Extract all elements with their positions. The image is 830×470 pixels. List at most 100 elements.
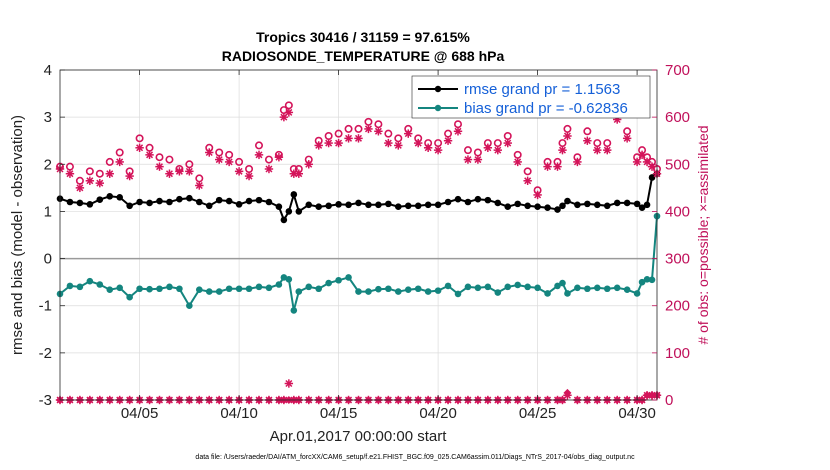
series-0-point (454, 195, 462, 203)
series-0-point (544, 204, 551, 211)
series-0-point (504, 203, 512, 211)
obs-star-stroke (245, 172, 253, 180)
legend-rmse-marker (434, 85, 442, 93)
series-1-point (325, 279, 332, 287)
axis-ticks: 04/05 04/10 04/15 04/20 04/25 04/30 -3 -2 -1 0 1 2 3… (39, 62, 690, 422)
obs-star-stroke (434, 146, 442, 154)
obs-star-stroke (394, 141, 402, 149)
obs-star-stroke (364, 125, 372, 133)
obs-star-stroke (374, 127, 382, 135)
obs-possible-marker (165, 155, 174, 164)
obs-star-stroke (235, 167, 243, 175)
obs-possible-marker (523, 167, 532, 176)
obs-star-stroke (195, 181, 203, 190)
obs-star-stroke (484, 144, 492, 152)
series-1-point (574, 284, 581, 292)
obs-star-stroke (563, 391, 571, 399)
obs-star-stroke (603, 146, 611, 154)
series-0-point (365, 201, 372, 209)
series-1-point (385, 285, 392, 293)
obs-assimilated-marker (622, 134, 632, 143)
obs-assimilated-marker (95, 178, 104, 188)
obs-star-stroke (638, 151, 646, 159)
obs-assimilated-marker (105, 169, 114, 178)
obs-star-stroke (593, 146, 601, 154)
obs-layer (55, 101, 662, 405)
series-1-point (275, 281, 283, 288)
obs-star-stroke (285, 379, 293, 388)
obs-assimilated-marker (264, 164, 274, 174)
series-0-point (176, 195, 183, 203)
obs-assimilated-marker (443, 136, 453, 145)
series-0-point (414, 202, 422, 210)
obs-star-stroke (76, 184, 84, 192)
series-1-point (444, 282, 452, 290)
y-right-tick-label: 600 (665, 109, 690, 126)
y-right-tick-label: 200 (665, 298, 690, 315)
obs-assimilated-marker (503, 138, 512, 148)
x-tick-label: 04/20 (419, 405, 457, 422)
series-0-point (285, 208, 293, 215)
legend-bias-label: bias grand pr = -0.62836 (464, 100, 628, 117)
footnote: data file: /Users/raeder/DAI/ATM_forcXX/… (195, 454, 635, 461)
obs-star-stroke (116, 158, 124, 166)
obs-assimilated-marker (483, 143, 493, 152)
legend-rmse-label: rmse grand pr = 1.1563 (464, 81, 620, 98)
obs-assimilated-marker (314, 141, 323, 150)
obs-star-stroke (185, 167, 193, 175)
series-0-point (205, 202, 213, 210)
obs-assimilated-marker (344, 134, 353, 143)
series-0-point (215, 196, 223, 204)
obs-possible-marker (264, 155, 273, 164)
series-0-point (375, 201, 382, 209)
series-1-point (524, 283, 531, 291)
obs-assimilated-marker (533, 190, 542, 200)
series-1-point (136, 285, 143, 293)
obs-star-stroke (524, 177, 532, 185)
series-0-point (76, 199, 84, 207)
series-1-point (504, 283, 512, 291)
series-1-point (280, 274, 288, 281)
obs-assimilated-marker (284, 108, 294, 117)
series-1-point (176, 285, 183, 293)
series-0-point (335, 201, 342, 208)
y-tick-label: -1 (39, 298, 52, 315)
series-1-point (355, 288, 362, 295)
obs-assimilated-marker (244, 171, 254, 181)
obs-assimilated-marker (195, 181, 204, 190)
series-0-point (385, 200, 392, 208)
series-1-point (205, 288, 213, 295)
series-0-point (265, 198, 273, 206)
series-0-point (584, 200, 591, 208)
obs-assimilated-marker (125, 171, 134, 181)
series-0-point (633, 200, 641, 208)
series-1-point (464, 283, 472, 291)
obs-assimilated-marker (423, 143, 433, 152)
obs-assimilated-marker (394, 141, 403, 150)
series-0-point (524, 202, 531, 210)
obs-rejected-assimilated-marker (563, 391, 572, 400)
obs-star-stroke (106, 170, 114, 178)
series-1-point (494, 289, 502, 296)
series-0-point (648, 174, 656, 181)
obs-assimilated-marker (523, 176, 532, 185)
series-1-point (106, 286, 114, 293)
obs-star-stroke (146, 151, 154, 159)
series-1-point (186, 302, 193, 310)
obs-star-stroke (265, 165, 273, 173)
obs-rejected-assimilated-marker (284, 379, 294, 388)
y-right-tick-label: 300 (665, 251, 690, 268)
obs-assimilated-marker (215, 155, 224, 164)
y-axis-label: rmse and bias (model - observation) (9, 115, 26, 355)
series-0-point (559, 202, 566, 210)
x-tick-label: 04/05 (121, 405, 159, 422)
obs-possible-marker (354, 124, 363, 133)
series-1-point (554, 282, 561, 290)
series-0-point (280, 216, 288, 224)
series-1-point (345, 274, 352, 281)
obs-star-stroke (558, 146, 566, 154)
obs-assimilated-marker (493, 145, 502, 155)
plot-frame (59, 69, 658, 401)
series-1-point (245, 285, 253, 293)
obs-assimilated-marker (384, 138, 393, 148)
